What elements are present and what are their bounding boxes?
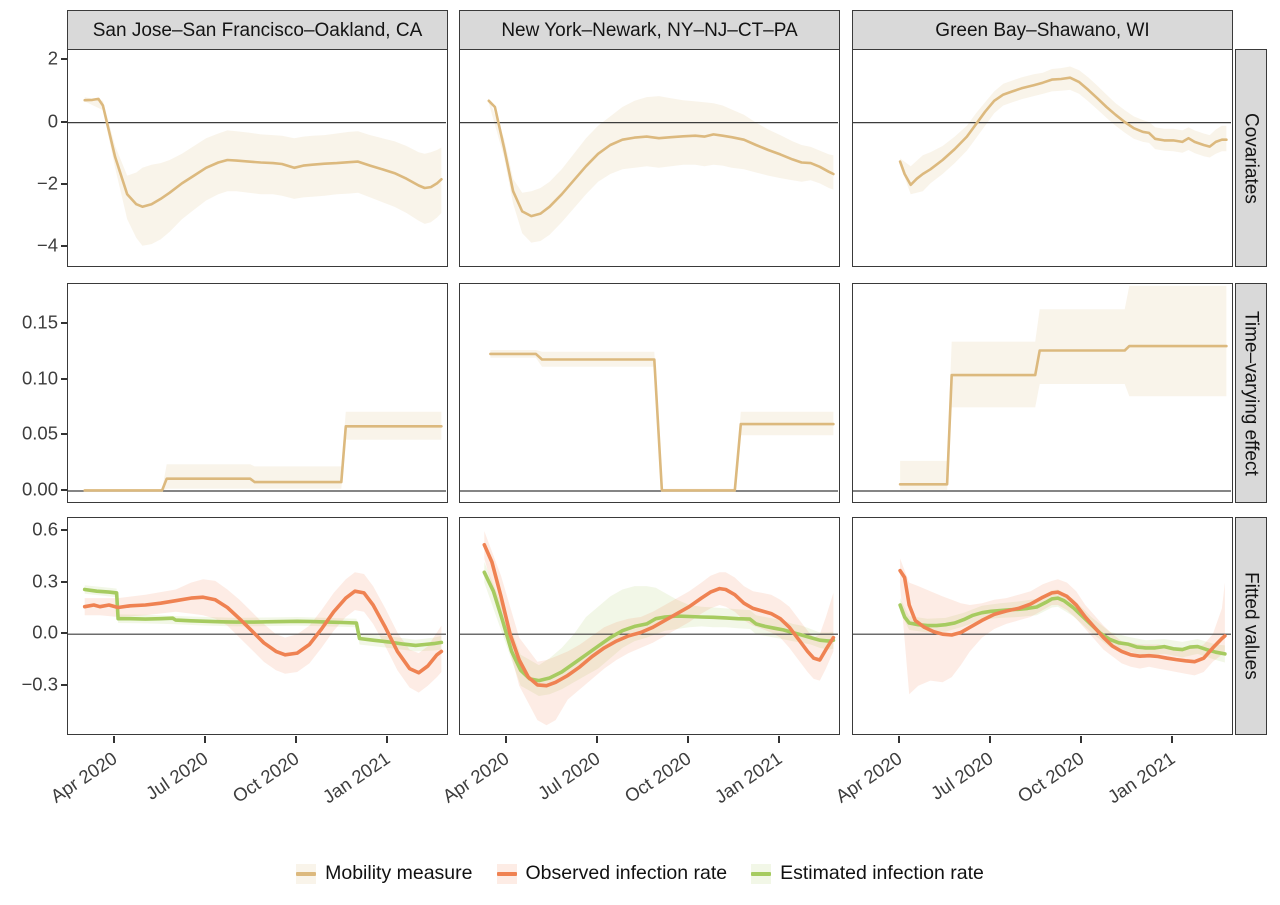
y-axis-tick-label: 0.6 xyxy=(32,518,58,540)
panel-timevarying-san-jose xyxy=(67,283,448,503)
panel-timevarying-green-bay xyxy=(852,283,1233,503)
y-axis-tick-mark xyxy=(61,683,67,686)
estimated-line xyxy=(482,570,836,683)
y-axis-tick-mark xyxy=(61,580,67,583)
estimated-line-sample xyxy=(751,872,772,876)
x-axis-tick-mark xyxy=(778,736,781,743)
mobility-line xyxy=(489,352,835,492)
mobility-line xyxy=(898,344,1228,486)
x-axis-tick-mark xyxy=(295,736,298,743)
observed-line xyxy=(82,589,444,675)
y-axis-tick-label: −2 xyxy=(36,172,58,194)
y-axis-tick-label: 0.0 xyxy=(32,621,58,643)
legend-item-mobility: Mobility measure xyxy=(296,862,473,885)
y-axis-tick-label: 0.3 xyxy=(32,569,58,591)
estimated-line xyxy=(898,596,1227,656)
mobility-confidence-ribbon xyxy=(84,97,442,246)
estimated-confidence-ribbon xyxy=(484,562,834,696)
y-axis-tick-label: 2 xyxy=(47,47,58,69)
x-axis-tick-mark xyxy=(596,736,599,743)
facet-column-title: Green Bay–Shawano, WI xyxy=(935,19,1150,41)
facet-column-strip: Green Bay–Shawano, WI xyxy=(852,10,1233,50)
y-axis-tick-mark xyxy=(61,489,67,491)
facet-column-title: New York–Newark, NY–NJ–CT–PA xyxy=(501,19,798,41)
legend-label-estimated: Estimated infection rate xyxy=(780,862,984,885)
observed-confidence-ribbon xyxy=(900,558,1225,695)
mobility-confidence-ribbon xyxy=(900,66,1227,195)
x-axis-tick-mark xyxy=(898,736,901,743)
legend-key-mobility-swatch xyxy=(296,864,317,884)
y-axis-tick-label: 0 xyxy=(47,109,58,131)
x-axis-tick-mark xyxy=(386,736,389,743)
mobility-confidence-ribbon xyxy=(84,411,442,491)
facet-row-strip: Fitted values xyxy=(1235,517,1267,735)
legend-item-observed: Observed infection rate xyxy=(496,862,728,885)
estimated-confidence-ribbon xyxy=(84,585,442,652)
y-axis-tick-mark xyxy=(61,377,67,380)
facet-column-strip: San Jose–San Francisco–Oakland, CA xyxy=(67,10,448,50)
panel-fitted-new-york xyxy=(459,517,840,735)
mobility-confidence-ribbon xyxy=(488,96,834,243)
x-axis-tick-mark xyxy=(1080,736,1083,743)
y-axis-tick-mark xyxy=(61,529,67,532)
y-axis-tick-mark xyxy=(61,632,67,635)
facet-column-strip: New York–Newark, NY–NJ–CT–PA xyxy=(459,10,840,50)
facet-row-strip: Covariates xyxy=(1235,49,1267,267)
panel-covariates-green-bay xyxy=(852,49,1233,267)
x-axis-tick-mark xyxy=(113,736,116,743)
x-axis-tick-mark xyxy=(687,736,690,743)
x-axis-tick-mark xyxy=(1171,736,1174,743)
facet-column-title: San Jose–San Francisco–Oakland, CA xyxy=(92,19,423,41)
estimated-confidence-ribbon xyxy=(900,589,1225,663)
y-axis-tick-label: −0.3 xyxy=(21,673,58,695)
y-axis-tick-label: 0.15 xyxy=(21,311,58,333)
mobility-confidence-ribbon xyxy=(490,350,834,491)
y-axis-tick-label: 0.00 xyxy=(21,478,58,500)
mobility-confidence-ribbon xyxy=(900,285,1227,490)
facet-row-title: Covariates xyxy=(1240,112,1262,204)
mobility-line-sample xyxy=(296,872,317,876)
x-axis-tick-mark xyxy=(989,736,992,743)
legend-key-estimated-swatch xyxy=(751,864,772,884)
panel-covariates-san-jose xyxy=(67,49,448,267)
facet-row-strip: Time–varying effect xyxy=(1235,283,1267,503)
legend-label-mobility: Mobility measure xyxy=(325,862,473,885)
mobility-line xyxy=(487,99,835,218)
legend-key-observed-swatch xyxy=(496,864,517,884)
facet-row-title: Fitted values xyxy=(1240,572,1262,680)
y-axis-tick-mark xyxy=(61,182,67,185)
legend-label-observed: Observed infection rate xyxy=(525,862,728,885)
mobility-line xyxy=(83,97,443,208)
y-axis-tick-mark xyxy=(61,120,67,123)
panel-fitted-san-jose xyxy=(67,517,448,735)
chart-legend: Mobility measure Observed infection rate… xyxy=(0,864,1280,884)
facet-row-title: Time–varying effect xyxy=(1240,310,1262,476)
legend-item-estimated: Estimated infection rate xyxy=(751,864,984,884)
observed-line xyxy=(482,542,836,688)
x-axis-tick-mark xyxy=(204,736,207,743)
y-axis-tick-label: 0.10 xyxy=(21,366,58,388)
panel-timevarying-new-york xyxy=(459,283,840,503)
y-axis-tick-mark xyxy=(61,433,67,436)
panel-covariates-new-york xyxy=(459,49,840,267)
y-axis-tick-mark xyxy=(61,321,67,324)
panel-fitted-green-bay xyxy=(852,517,1233,735)
observed-line-sample xyxy=(496,872,517,876)
observed-line xyxy=(898,568,1227,664)
y-axis-tick-label: −4 xyxy=(36,234,58,256)
mobility-line xyxy=(898,76,1228,187)
mobility-line xyxy=(83,425,443,492)
y-axis-tick-mark xyxy=(61,245,67,248)
y-axis-tick-label: 0.05 xyxy=(21,422,58,444)
x-axis-tick-mark xyxy=(505,736,508,743)
y-axis-tick-mark xyxy=(61,58,67,61)
observed-confidence-ribbon xyxy=(484,531,834,726)
